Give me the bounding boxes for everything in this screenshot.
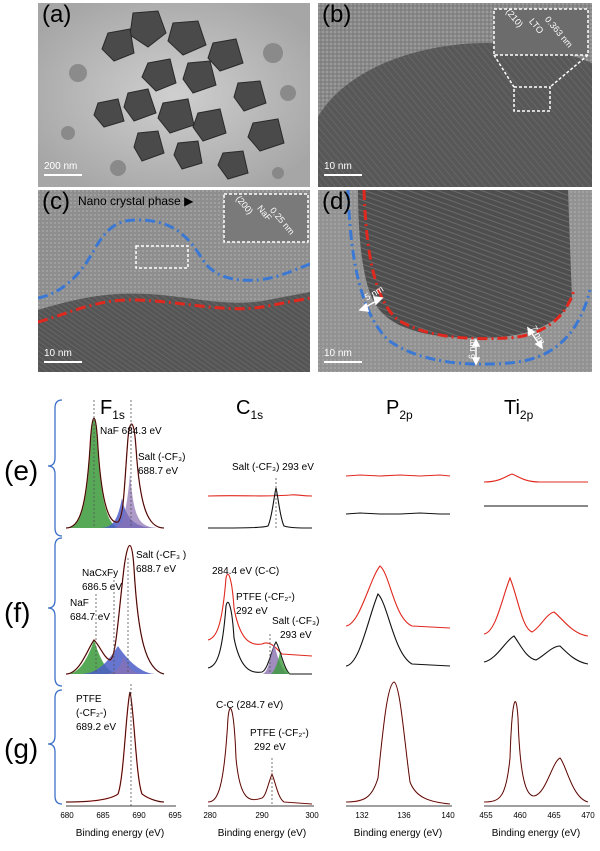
xps-figure: F1s C1s P2p Ti2p (e) (f) (g) NaF 684.3 e… xyxy=(4,397,595,839)
plot-g-p2p xyxy=(345,681,451,805)
row-label-g: (g) xyxy=(4,733,38,764)
annot-f-salt: Salt (-CF₃ ) xyxy=(136,550,186,561)
annot-e-salt: Salt (-CF₃) xyxy=(138,452,185,463)
plot-f-p2p xyxy=(345,565,451,667)
annot-e-c-salt: Salt (-CF₃) 293 eV xyxy=(232,462,314,473)
tick-f1s-690: 690 xyxy=(132,811,146,820)
panel-label-c: (c) xyxy=(42,190,70,215)
plot-e-p2p xyxy=(345,474,451,515)
tick-f1s-680: 680 xyxy=(60,811,74,820)
annot-g-ptfe-ev: 689.2 eV xyxy=(76,722,116,733)
plot-f-ti2p xyxy=(483,576,589,665)
annot-g-ptfe2: (-CF₂-) xyxy=(76,708,107,719)
thickness-label-2: 6 nm xyxy=(467,338,478,360)
tick-p2p-136: 136 xyxy=(397,811,411,820)
scale-bar-b: 10 nm xyxy=(324,161,352,172)
panel-label-b: (b) xyxy=(322,3,352,28)
annot-g-cptfe-ev: 292 eV xyxy=(254,742,286,753)
row-bracket-f xyxy=(47,537,63,687)
annot-g-ptfe: PTFE xyxy=(76,694,102,705)
annot-f-ptfe-ev: 292 eV xyxy=(236,606,268,617)
tick-c1s-280: 280 xyxy=(203,811,217,820)
xlabel-p2p: Binding energy (eV) xyxy=(354,828,442,839)
annot-f-csalt-ev: 293 eV xyxy=(280,630,312,641)
tick-ti2p-465: 465 xyxy=(547,811,561,820)
tem-image-a xyxy=(38,3,310,187)
annot-f-salt-ev: 688.7 eV xyxy=(136,564,176,575)
annot-e-naf: NaF 684.3 eV xyxy=(100,426,162,437)
row-bracket-g xyxy=(47,689,63,805)
annot-f-csalt: Salt (-CF₃) xyxy=(272,616,319,627)
scale-bar-a: 200 nm xyxy=(44,161,78,172)
plot-g-f1s xyxy=(65,684,165,806)
annot-f-nacxfy-ev: 686.5 eV xyxy=(82,582,122,593)
tem-panel-b: (b) (210) LTO 0.363 nm 10 nm xyxy=(318,3,592,187)
plot-f-f1s xyxy=(65,545,165,675)
plot-g-ti2p xyxy=(483,701,589,803)
annot-f-ptfe: PTFE (-CF₂-) xyxy=(236,592,295,603)
xlabel-ti2p: Binding energy (eV) xyxy=(492,828,580,839)
scale-bar-c: 10 nm xyxy=(44,348,72,359)
xlabel-c1s: Binding energy (eV) xyxy=(218,828,306,839)
plot-f-c1s xyxy=(207,573,313,675)
col-header-f1s: F1s xyxy=(100,397,125,422)
tick-p2p-132: 132 xyxy=(355,811,369,820)
annot-f-naf-ev: 684.7 eV xyxy=(70,612,110,623)
tem-panel-a: (a) 200 nm xyxy=(38,3,310,187)
col-header-c1s: C1s xyxy=(236,397,263,422)
tem-panel-d: (d) 5 nm 6 nm 7 nm 10 nm xyxy=(318,190,592,372)
tem-panel-c: (c) Nano crystal phase ▶ (200) NaF 0.25 … xyxy=(38,190,310,372)
panel-label-d: (d) xyxy=(322,190,352,215)
scale-bar-d: 10 nm xyxy=(324,348,352,359)
tick-p2p-140: 140 xyxy=(441,811,455,820)
tick-f1s-685: 685 xyxy=(96,811,110,820)
plot-e-ti2p xyxy=(483,473,588,507)
nano-crystal-callout: Nano crystal phase ▶ xyxy=(78,194,193,208)
tick-ti2p-460: 460 xyxy=(513,811,527,820)
tem-image-d xyxy=(318,190,592,372)
annot-e-salt-ev: 688.7 eV xyxy=(138,466,178,477)
tick-ti2p-455: 455 xyxy=(479,811,493,820)
panel-label-a: (a) xyxy=(42,3,72,28)
annot-g-cptfe: PTFE (-CF₂-) xyxy=(250,728,309,739)
annot-g-cc: C-C (284.7 eV) xyxy=(216,700,283,711)
nano-crystal-callout-text: Nano crystal phase xyxy=(78,194,181,208)
arrow-right-icon: ▶ xyxy=(184,194,194,208)
tick-ti2p-470: 470 xyxy=(581,811,595,820)
annot-f-naf: NaF xyxy=(70,598,89,609)
plot-e-f1s xyxy=(65,400,165,529)
tick-c1s-290: 290 xyxy=(255,811,269,820)
plot-e-c1s xyxy=(207,478,313,530)
annot-f-nacxfy: NaCxFy xyxy=(82,568,118,579)
col-header-ti2p: Ti2p xyxy=(504,397,534,422)
annot-f-cc: 284.4 eV (C-C) xyxy=(212,566,279,577)
tem-image-c xyxy=(38,190,310,372)
tem-image-b xyxy=(318,3,592,187)
row-label-f: (f) xyxy=(4,597,30,628)
xlabel-f1s: Binding energy (eV) xyxy=(76,828,164,839)
col-header-p2p: P2p xyxy=(386,397,413,422)
plot-g-c1s xyxy=(207,707,313,805)
row-label-e: (e) xyxy=(4,455,38,486)
row-bracket-e xyxy=(47,399,63,537)
tick-f1s-695: 695 xyxy=(168,811,182,820)
tick-c1s-300: 300 xyxy=(305,811,319,820)
